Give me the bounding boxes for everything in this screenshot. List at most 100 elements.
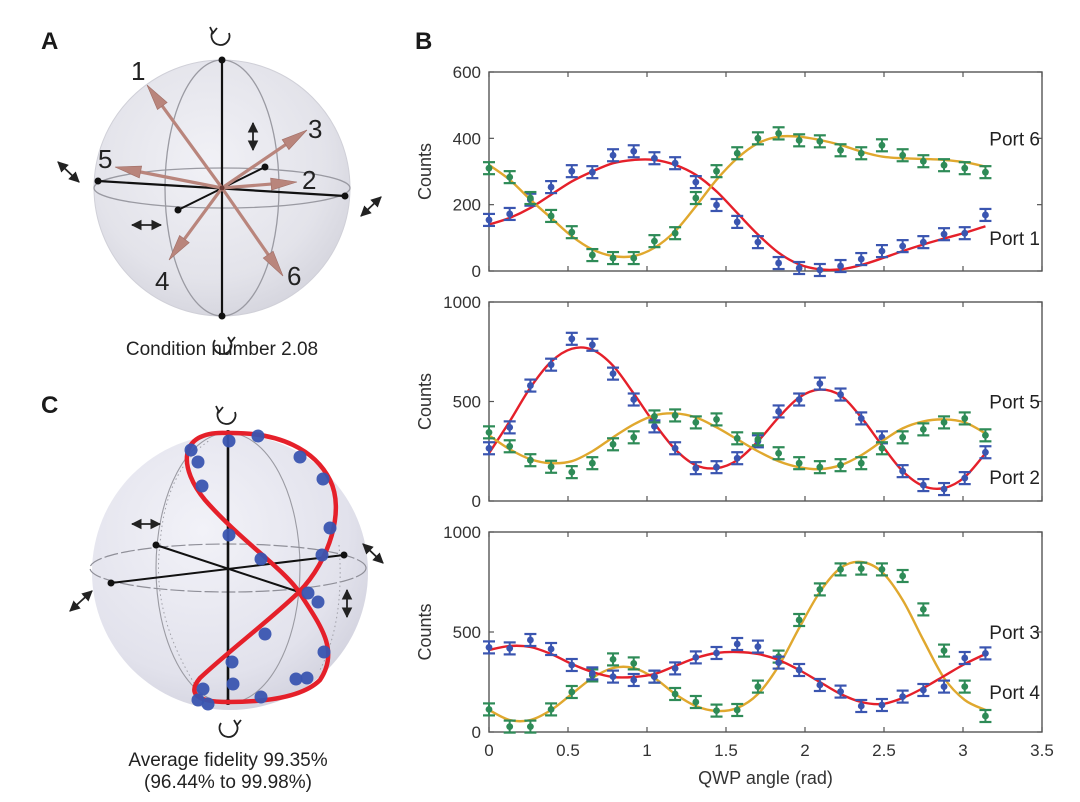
data-point [710, 460, 723, 475]
data-point [710, 164, 723, 179]
data-point [938, 643, 951, 658]
sphere-body [92, 434, 368, 710]
y-tick-label: 600 [453, 63, 481, 82]
data-point [938, 227, 951, 242]
data-point [938, 158, 951, 173]
data-point [503, 641, 516, 656]
data-point [793, 456, 806, 471]
data-point [565, 164, 578, 179]
axis-point [261, 163, 269, 171]
data-point [483, 212, 495, 228]
circular-polarization-icon-bottom [218, 719, 242, 738]
data-point [689, 650, 702, 665]
panel-letter-b: B [415, 28, 432, 55]
data-point [586, 666, 599, 681]
y-tick-label: 1000 [443, 293, 481, 312]
axis-point [341, 192, 349, 200]
data-point [855, 411, 868, 426]
data-point [875, 562, 888, 577]
data-point [586, 165, 599, 180]
reconstructed-state-point [254, 552, 268, 566]
reconstructed-state-point [317, 645, 331, 659]
circular-polarization-icon-bottom [212, 336, 236, 355]
data-point [627, 392, 640, 407]
x-tick-label: 3.5 [1030, 741, 1054, 760]
data-point [503, 719, 516, 734]
data-point [793, 133, 806, 148]
data-point [917, 422, 930, 437]
reconstructed-state-point [311, 595, 325, 609]
data-point [751, 131, 764, 146]
data-point [979, 207, 992, 223]
data-point [896, 239, 909, 254]
data-point [793, 392, 806, 407]
reconstructed-state-point [226, 677, 240, 691]
plot-frame [488, 531, 1043, 733]
data-point [689, 461, 702, 476]
data-point [565, 657, 578, 673]
reconstructed-state-point [300, 671, 314, 685]
data-point [545, 459, 558, 474]
x-tick-label: 3 [958, 741, 967, 760]
series-port-1 [483, 144, 992, 278]
y-axis-label: Counts [415, 603, 435, 660]
axis-point [107, 579, 115, 587]
data-point [834, 684, 847, 699]
fit-curve [488, 158, 986, 272]
data-point [648, 151, 661, 166]
data-point [648, 669, 661, 684]
data-point [834, 387, 847, 402]
data-point [607, 652, 620, 667]
measurement-vectors [114, 84, 308, 277]
dotted-meridian [157, 544, 206, 701]
axis-point [340, 551, 348, 559]
data-point [565, 684, 578, 700]
data-point [669, 408, 682, 423]
vector-3-arrowhead [281, 129, 308, 151]
reconstructed-state-point [225, 655, 239, 669]
data-point [772, 126, 785, 141]
y-tick-label: 500 [453, 623, 481, 642]
data-point [503, 206, 516, 222]
data-point [979, 165, 992, 180]
y-axis-label: Counts [415, 373, 435, 430]
y-tick-label: 0 [472, 492, 481, 511]
data-point [751, 432, 764, 447]
vector-3-shaft [221, 143, 287, 190]
reconstructed-states [184, 429, 337, 711]
port-label: Port 6 [989, 129, 1040, 150]
data-point [917, 682, 930, 698]
reconstructed-state-point [323, 521, 337, 535]
data-point [896, 430, 909, 445]
data-point [772, 255, 785, 271]
data-point [958, 161, 971, 176]
data-point [793, 612, 806, 628]
data-point [855, 456, 868, 471]
series-port-6 [483, 126, 992, 266]
diagonal-polarization-icon [57, 161, 80, 183]
data-point [834, 143, 847, 158]
data-point [503, 420, 516, 435]
reconstructed-state-point [196, 682, 210, 696]
data-point [669, 156, 682, 171]
y-tick-label: 400 [453, 129, 481, 148]
axis-point [174, 206, 182, 214]
series-port-4 [483, 632, 992, 714]
data-point [648, 234, 661, 249]
data-point [855, 698, 868, 714]
series-port-5 [483, 408, 992, 480]
data-point [669, 686, 682, 702]
data-point [772, 446, 785, 461]
port-label: Port 1 [989, 229, 1040, 250]
data-point [834, 258, 847, 274]
data-point [751, 639, 764, 654]
axis-point [94, 177, 102, 185]
data-point [607, 148, 620, 163]
data-point [813, 460, 826, 475]
panel-c: C [41, 392, 384, 793]
x-tick-label: 0.5 [556, 741, 580, 760]
data-point [524, 632, 537, 648]
data-point [751, 679, 764, 694]
data-point [731, 431, 744, 446]
